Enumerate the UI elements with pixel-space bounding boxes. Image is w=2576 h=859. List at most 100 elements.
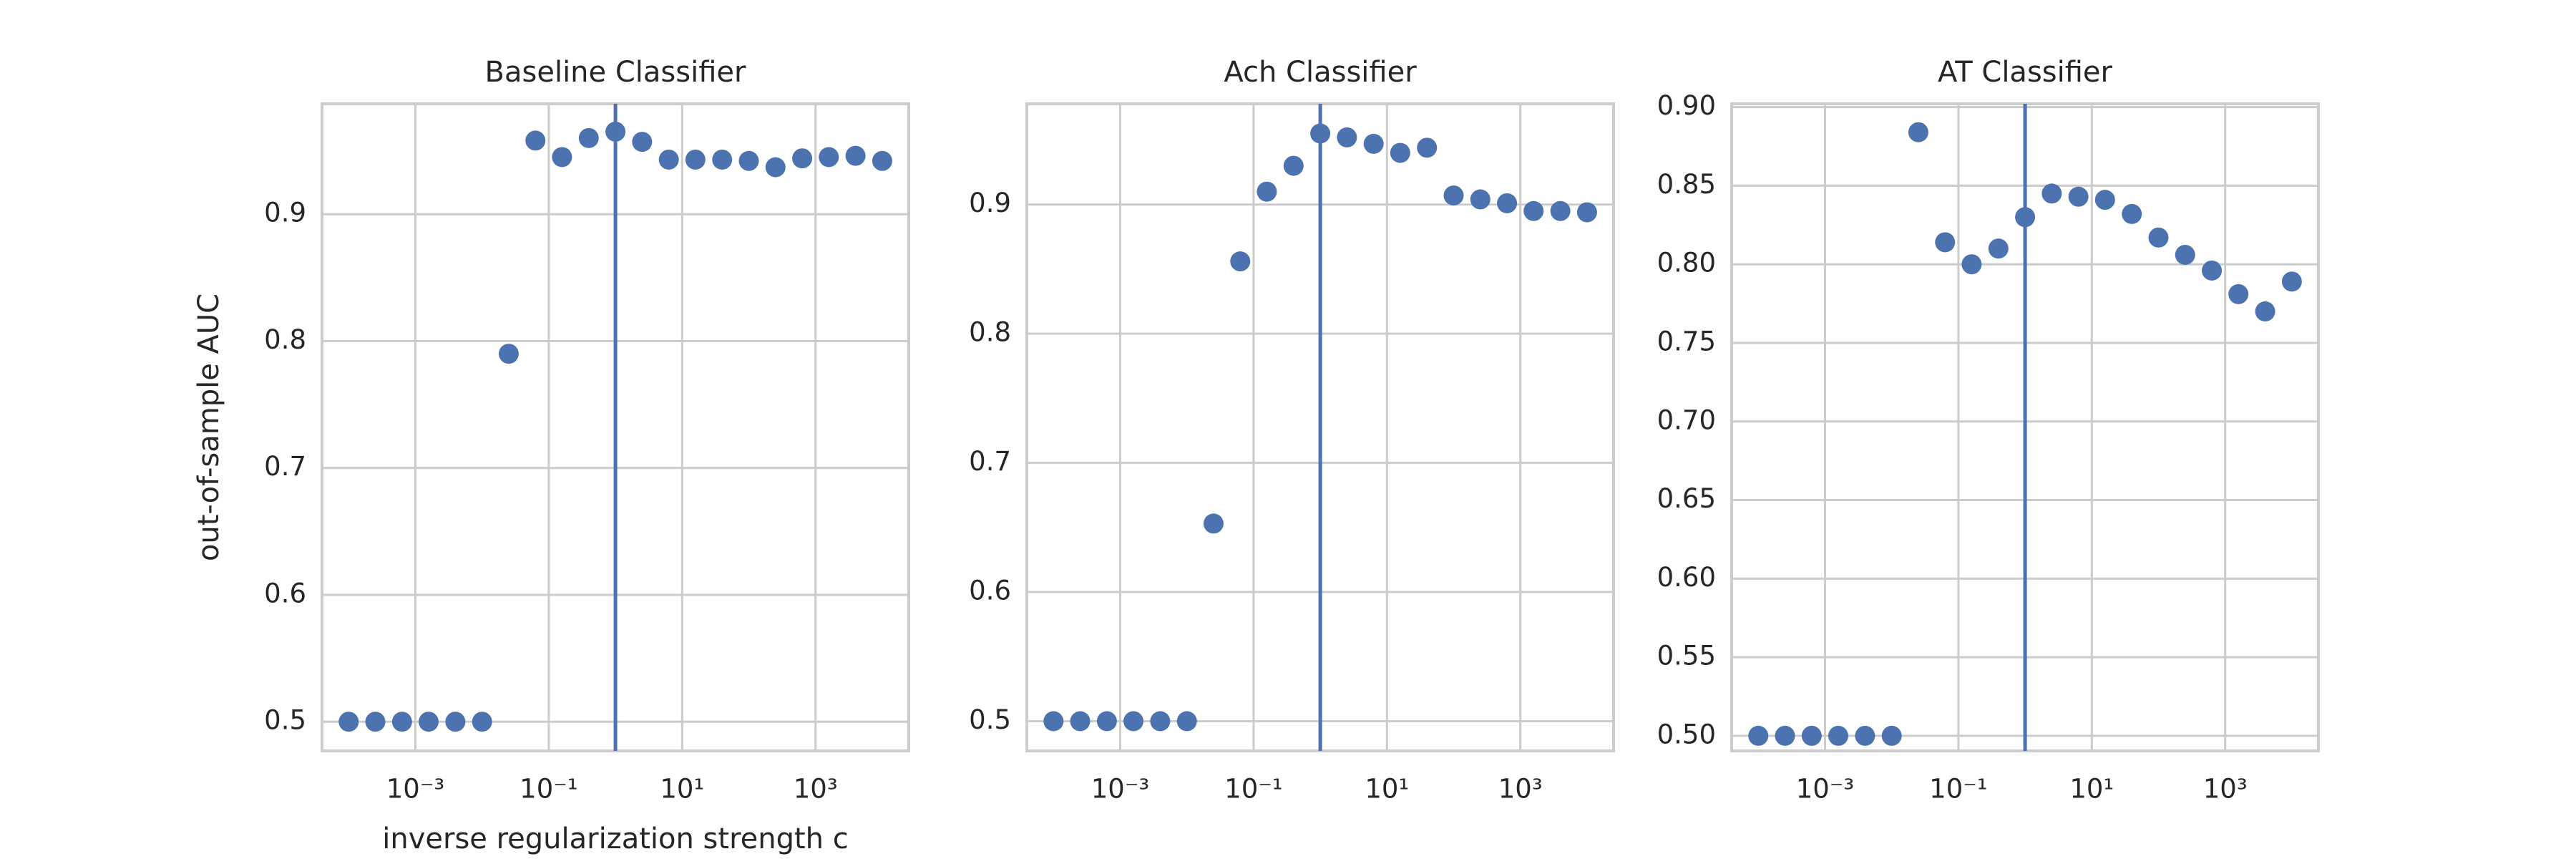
x-axis-label: inverse regularization strength c bbox=[382, 822, 848, 855]
data-point bbox=[2041, 183, 2062, 204]
y-tick-label: 0.6 bbox=[264, 578, 306, 608]
chart-title: Ach Classifier bbox=[1224, 56, 1417, 89]
y-tick-label: 0.70 bbox=[1657, 404, 1716, 435]
x-tick-label: 10⁻¹ bbox=[1929, 774, 1987, 805]
data-point bbox=[1523, 200, 1544, 221]
chart-title: Baseline Classifier bbox=[485, 56, 746, 89]
data-point bbox=[738, 150, 759, 171]
data-point bbox=[792, 148, 813, 169]
data-point bbox=[2068, 186, 2089, 207]
y-tick-label: 0.80 bbox=[1657, 248, 1716, 278]
data-point bbox=[712, 149, 733, 170]
y-tick-label: 0.50 bbox=[1657, 719, 1716, 749]
data-point bbox=[658, 149, 679, 170]
y-tick-label: 0.65 bbox=[1657, 483, 1716, 514]
data-point bbox=[1417, 137, 1438, 158]
data-point bbox=[1070, 711, 1091, 732]
data-point bbox=[2281, 271, 2302, 292]
data-point bbox=[1497, 193, 1518, 213]
data-point bbox=[1881, 725, 1902, 746]
y-tick-label: 0.8 bbox=[264, 324, 306, 355]
data-point bbox=[1390, 142, 1410, 163]
data-point bbox=[1935, 232, 1956, 253]
x-tick-label: 10³ bbox=[2203, 774, 2248, 805]
y-tick-label: 0.9 bbox=[264, 198, 306, 228]
data-point bbox=[1043, 711, 1064, 732]
y-tick-label: 0.5 bbox=[264, 705, 306, 736]
x-tick-label: 10⁻¹ bbox=[1224, 774, 1282, 805]
data-point bbox=[1748, 725, 1769, 746]
data-point bbox=[872, 150, 892, 171]
data-point bbox=[1988, 238, 2009, 259]
data-point bbox=[2255, 301, 2275, 322]
data-point bbox=[1961, 254, 1982, 275]
x-tick-label: 10¹ bbox=[660, 774, 704, 805]
data-point bbox=[1176, 711, 1197, 732]
data-point bbox=[445, 712, 466, 732]
data-point bbox=[605, 121, 626, 142]
data-point bbox=[2094, 190, 2115, 210]
x-tick-label: 10³ bbox=[794, 774, 838, 805]
data-point bbox=[765, 157, 786, 178]
data-point bbox=[2202, 260, 2223, 281]
data-point bbox=[1257, 181, 1277, 202]
y-tick-label: 0.9 bbox=[969, 188, 1011, 218]
data-point bbox=[1283, 155, 1304, 176]
data-point bbox=[338, 712, 359, 732]
data-point bbox=[1576, 202, 1597, 223]
data-point bbox=[391, 712, 412, 732]
data-point bbox=[1096, 711, 1117, 732]
data-point bbox=[1123, 711, 1144, 732]
y-tick-label: 0.90 bbox=[1657, 90, 1716, 121]
data-point bbox=[1775, 725, 1795, 746]
data-point bbox=[578, 127, 599, 148]
data-point bbox=[2015, 207, 2036, 228]
data-point bbox=[1203, 513, 1224, 534]
y-tick-label: 0.5 bbox=[969, 704, 1011, 735]
data-point bbox=[632, 132, 653, 152]
y-tick-label: 0.7 bbox=[969, 446, 1011, 477]
y-axis-label: out-of-sample AUC bbox=[192, 293, 225, 561]
data-point bbox=[1855, 725, 1875, 746]
data-point bbox=[1230, 251, 1251, 272]
data-point bbox=[365, 712, 386, 732]
data-point bbox=[1363, 133, 1384, 154]
x-tick-label: 10⁻³ bbox=[1091, 774, 1149, 805]
x-tick-label: 10¹ bbox=[1365, 774, 1409, 805]
data-point bbox=[1801, 725, 1822, 746]
data-point bbox=[2175, 245, 2195, 266]
data-point bbox=[498, 344, 519, 364]
y-tick-label: 0.6 bbox=[969, 576, 1011, 606]
data-point bbox=[552, 147, 572, 168]
data-point bbox=[1310, 123, 1331, 144]
y-tick-label: 0.60 bbox=[1657, 562, 1716, 593]
data-point bbox=[1443, 185, 1464, 206]
data-point bbox=[2228, 283, 2249, 304]
data-point bbox=[525, 130, 546, 151]
y-tick-label: 0.7 bbox=[264, 451, 306, 482]
x-tick-label: 10³ bbox=[1498, 774, 1543, 805]
y-tick-label: 0.85 bbox=[1657, 169, 1716, 200]
data-point bbox=[1550, 200, 1571, 221]
data-point bbox=[1150, 711, 1171, 732]
data-point bbox=[2148, 227, 2169, 248]
x-tick-label: 10⁻³ bbox=[386, 774, 444, 805]
y-tick-label: 0.55 bbox=[1657, 641, 1716, 671]
x-tick-label: 10⁻³ bbox=[1796, 774, 1854, 805]
data-point bbox=[419, 712, 439, 732]
data-point bbox=[2122, 203, 2142, 224]
y-tick-label: 0.75 bbox=[1657, 326, 1716, 356]
data-point bbox=[685, 149, 706, 170]
data-point bbox=[472, 712, 492, 732]
data-point bbox=[1337, 127, 1357, 147]
chart-title: AT Classifier bbox=[1938, 56, 2113, 89]
data-point bbox=[1908, 122, 1928, 142]
data-point bbox=[1470, 189, 1491, 210]
data-point bbox=[845, 145, 866, 166]
x-tick-label: 10⁻¹ bbox=[519, 774, 577, 805]
data-point bbox=[819, 147, 839, 168]
x-tick-label: 10¹ bbox=[2069, 774, 2114, 805]
y-tick-label: 0.8 bbox=[969, 317, 1011, 348]
data-point bbox=[1828, 725, 1849, 746]
